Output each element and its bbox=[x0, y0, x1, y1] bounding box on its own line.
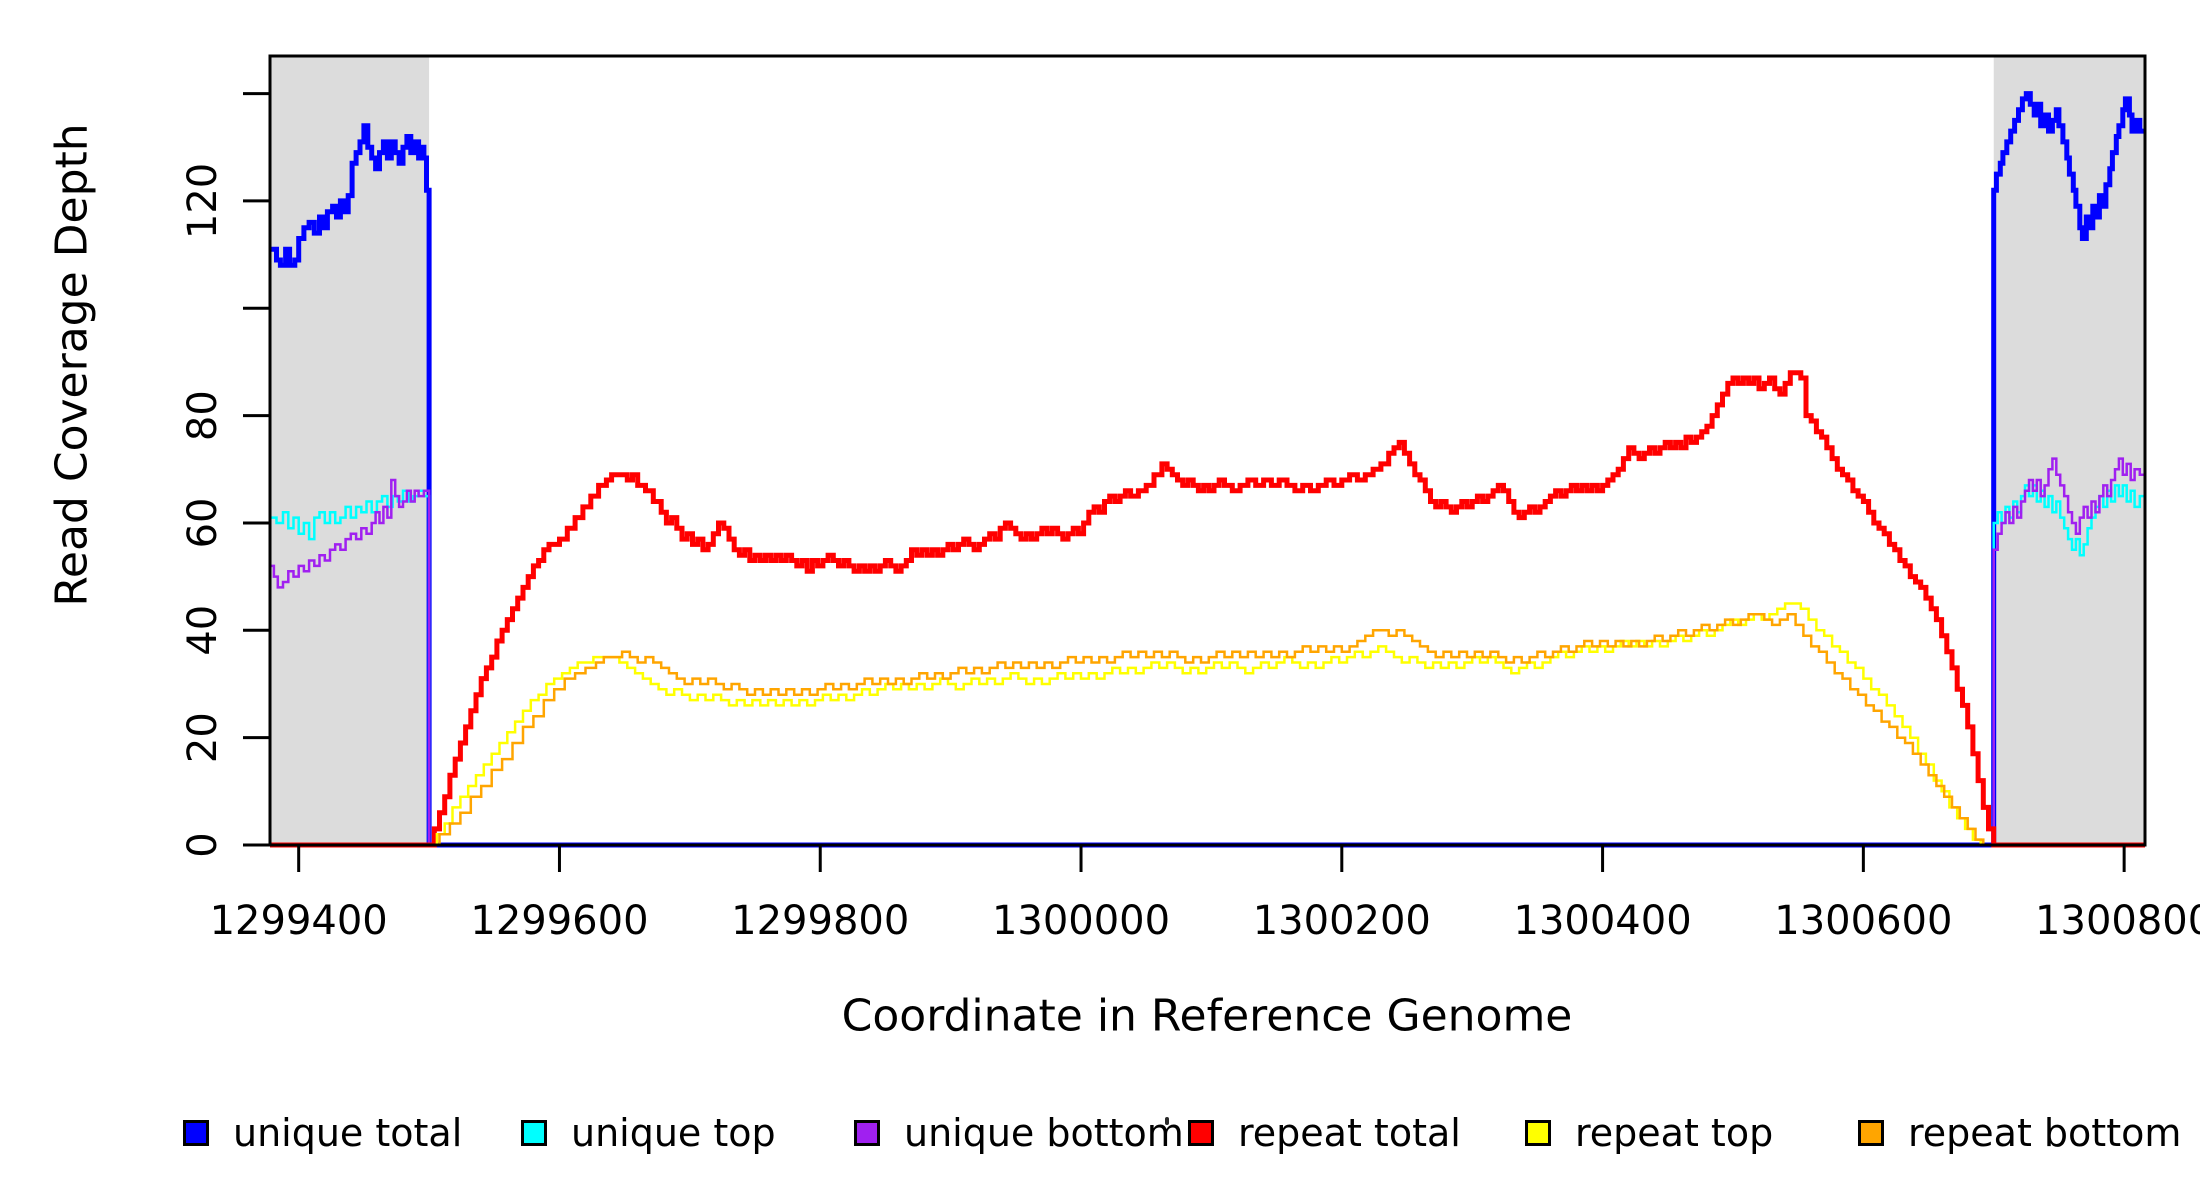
x-tick-label: 1300400 bbox=[1514, 898, 1692, 944]
y-tick-label: 0 bbox=[180, 832, 226, 857]
stray-mark bbox=[1165, 1117, 1169, 1125]
x-tick-label: 1300000 bbox=[992, 898, 1170, 944]
plot-border bbox=[268, 54, 2147, 847]
x-tick-label: 1300200 bbox=[1253, 898, 1431, 944]
x-tick-label: 1300800 bbox=[2035, 898, 2200, 944]
y-axis-title: Read Coverage Depth bbox=[46, 123, 98, 607]
x-tick-label: 1299400 bbox=[210, 898, 388, 944]
series-line-repeat-total bbox=[270, 370, 2145, 848]
y-tick-label: 20 bbox=[180, 712, 226, 763]
x-tick-label: 1299600 bbox=[470, 898, 648, 944]
series-line-repeat-bottom bbox=[270, 612, 2145, 847]
x-axis-title: Coordinate in Reference Genome bbox=[841, 990, 1573, 1042]
y-tick-label: 120 bbox=[180, 163, 226, 239]
unique-region-left bbox=[270, 56, 430, 845]
series-line-unique-total bbox=[270, 91, 2145, 848]
series-line-unique-top bbox=[270, 484, 2145, 847]
x-tick-label: 1299800 bbox=[731, 898, 909, 944]
x-tick-label: 1300600 bbox=[1774, 898, 1952, 944]
series-line-repeat-top bbox=[270, 602, 2145, 847]
y-tick-label: 80 bbox=[180, 390, 226, 441]
y-tick-label: 60 bbox=[180, 498, 226, 549]
series-line-unique-bottom bbox=[270, 457, 2145, 847]
unique-region-right bbox=[1993, 56, 2145, 845]
y-tick-label: 40 bbox=[180, 605, 226, 656]
